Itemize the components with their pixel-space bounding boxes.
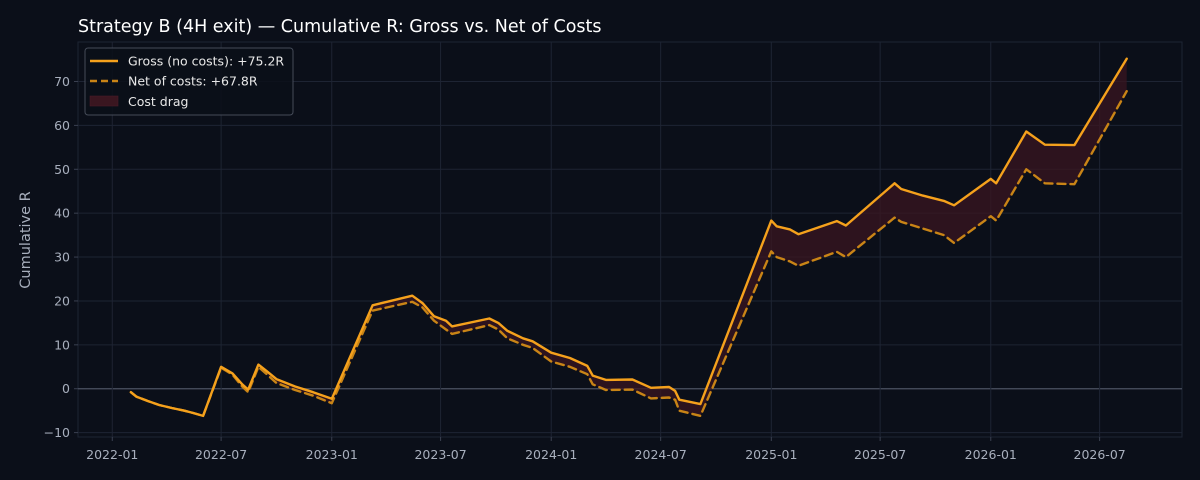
plot-frame bbox=[77, 41, 1183, 438]
x-tick-label: 2026-07 bbox=[1074, 447, 1126, 462]
series-layer bbox=[129, 57, 1128, 418]
y-tick-label: 30 bbox=[54, 250, 70, 265]
x-tick-label: 2024-07 bbox=[635, 447, 687, 462]
gross-series-line bbox=[129, 57, 1128, 418]
chart-title: Strategy B (4H exit) — Cumulative R: Gro… bbox=[78, 17, 602, 37]
legend-cost-drag-swatch bbox=[89, 95, 119, 107]
legend-gross-label: Gross (no costs): +75.2R bbox=[128, 54, 284, 69]
y-axis-label: Cumulative R bbox=[18, 191, 34, 288]
legend-net-label: Net of costs: +67.8R bbox=[128, 74, 258, 89]
x-tick-label: 2023-07 bbox=[414, 447, 466, 462]
x-tick-label: 2025-01 bbox=[745, 447, 797, 462]
y-tick-label: 10 bbox=[54, 337, 70, 352]
y-tick-label: 70 bbox=[54, 74, 70, 89]
x-tick-label: 2023-01 bbox=[306, 447, 358, 462]
legend-cost-drag-label: Cost drag bbox=[128, 94, 188, 109]
y-tick-label: −10 bbox=[44, 425, 70, 440]
y-tick-label: 40 bbox=[54, 206, 70, 221]
x-tick-label: 2026-01 bbox=[965, 447, 1017, 462]
y-tick-label: 60 bbox=[54, 118, 70, 133]
x-tick-label: 2022-07 bbox=[195, 447, 247, 462]
y-tick-label: 0 bbox=[62, 381, 70, 396]
legend-box bbox=[84, 47, 294, 116]
legend: Gross (no costs): +75.2R Net of costs: +… bbox=[84, 47, 294, 116]
axis-layer: −10 0 10 20 30 40 50 60 70 2022-01 2022-07 2023-01 2… bbox=[44, 74, 1126, 462]
x-tick-label: 2025-07 bbox=[854, 447, 906, 462]
y-tick-label: 50 bbox=[54, 162, 70, 177]
x-tick-label: 2022-01 bbox=[86, 447, 138, 462]
y-tick-label: 20 bbox=[54, 293, 70, 308]
net-series-line bbox=[129, 90, 1128, 418]
x-tick-label: 2024-01 bbox=[525, 447, 577, 462]
